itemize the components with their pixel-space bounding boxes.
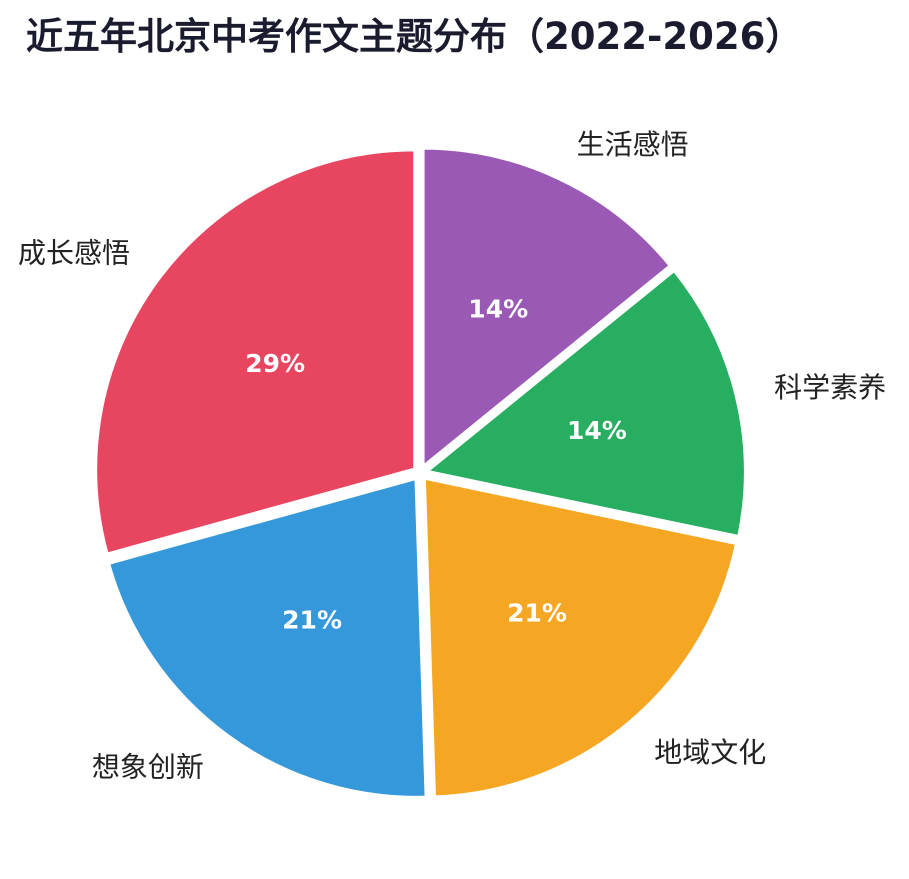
slice-category-label: 地域文化 (654, 736, 766, 769)
slice-category-label: 想象创新 (92, 750, 204, 783)
pie-slices (93, 145, 748, 800)
pie-slice-2 (420, 145, 673, 470)
slice-percent-label: 14% (567, 416, 627, 445)
slice-category-label: 科学素养 (774, 371, 886, 404)
pie-slice-3 (423, 267, 748, 540)
slice-percent-label: 29% (245, 349, 305, 378)
chart-title: 近五年北京中考作文主题分布（2022-2026） (26, 15, 803, 58)
slice-percent-label: 14% (468, 295, 528, 324)
slice-labels: 29% 成长感悟 14% 生活感悟 14% 科学素养 21% 地域文化 21% 想象创新 (18, 128, 886, 783)
pie-slice-5 (106, 475, 429, 800)
slice-category-label: 成长感悟 (18, 236, 130, 269)
slice-percent-label: 21% (507, 598, 567, 627)
slice-percent-label: 21% (282, 606, 342, 635)
pie-slice-1 (93, 147, 418, 557)
pie-slice-4 (421, 475, 740, 800)
slice-category-label: 生活感悟 (577, 128, 689, 161)
